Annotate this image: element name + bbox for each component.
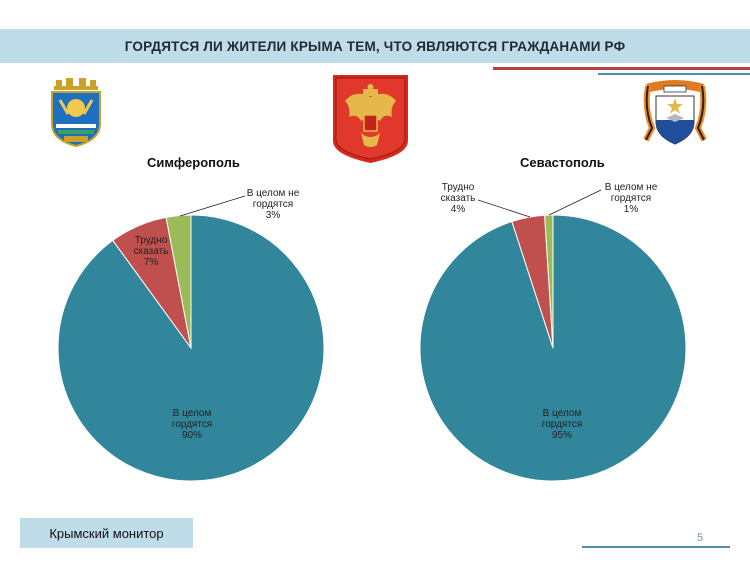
decorative-rule-red [493,67,750,70]
data-label-simferopol-not-proud: В целом не гордятся 3% [247,188,300,221]
chart-title-sevastopol: Севастополь [520,155,605,170]
leader-line-simferopol-not-proud [179,195,246,217]
pie-slice-simferopol-not-proud [165,214,192,349]
page-title: ГОРДЯТСЯ ЛИ ЖИТЕЛИ КРЫМА ТЕМ, ЧТО ЯВЛЯЮТ… [124,38,626,54]
pie-slice-sevastopol-not-proud [544,214,554,349]
data-label-sevastopol-hard-to-say: Трудно сказать 4% [441,182,476,215]
decorative-rule-blue [598,73,750,75]
leader-line-sevastopol-not-proud [548,189,602,216]
leader-line-sevastopol-hard-to-say [477,199,531,218]
source-text: Крымский монитор [49,525,164,541]
title-bar: ГОРДЯТСЯ ЛИ ЖИТЕЛИ КРЫМА ТЕМ, ЧТО ЯВЛЯЮТ… [0,29,750,63]
pie-chart-simferopol: В целом гордятся 90% Трудно сказать 7% В целом… [57,188,325,482]
simferopol-coat-of-arms-icon [51,78,101,148]
source-label: Крымский монитор [20,518,193,548]
chart-title-simferopol: Симферополь [147,155,240,170]
decorative-rule-bottom [582,546,730,548]
pie-chart-sevastopol: В целом гордятся 95% Трудно сказать 4% В целом… [419,182,687,482]
russia-coat-of-arms-icon [333,75,408,163]
page-number: 5 [697,532,704,544]
sevastopol-coat-of-arms-icon [643,80,707,145]
data-label-simferopol-proud: В целом гордятся 90% [172,408,212,441]
data-label-sevastopol-not-proud: В целом не гордятся 1% [605,182,658,215]
data-label-sevastopol-proud: В целом гордятся 95% [542,408,582,441]
data-label-simferopol-hard-to-say: Трудно сказать 7% [134,235,169,268]
